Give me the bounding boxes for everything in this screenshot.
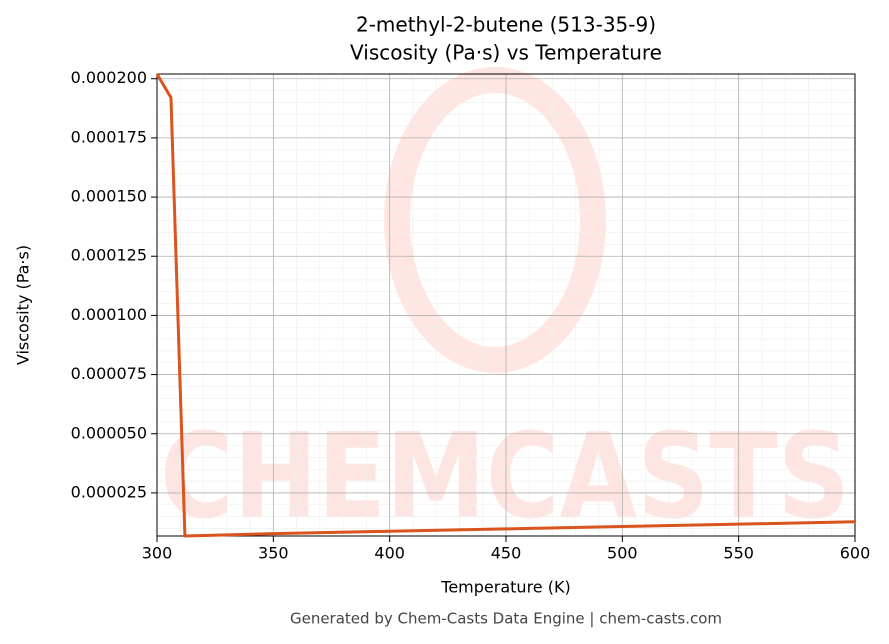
x-tick-label: 450 [491,544,522,563]
chart-subtitle: Viscosity (Pa·s) vs Temperature [350,41,662,65]
y-tick-label: 0.000200 [71,68,147,87]
x-tick-label: 300 [142,544,173,563]
x-tick-label: 500 [607,544,638,563]
y-axis-label: Viscosity (Pa·s) [14,245,33,365]
watermark-text: CHEMCASTS [160,407,850,545]
y-tick-label: 0.000125 [71,246,147,265]
watermark-logo [384,67,606,373]
y-tick-label: 0.000025 [71,482,147,501]
x-axis-label: Temperature (K) [440,578,570,597]
plot-frame [156,73,856,537]
y-tick-label: 0.000100 [71,305,147,324]
watermark: CHEMCASTS [160,67,850,545]
y-tick-label: 0.000050 [71,423,147,442]
chart-title: 2-methyl-2-butene (513-35-9) [356,13,656,37]
x-tick-label: 400 [374,544,405,563]
x-tick-label: 350 [258,544,289,563]
x-tick-label: 550 [723,544,754,563]
y-tick-label: 0.000150 [71,187,147,206]
y-tick-label: 0.000075 [71,364,147,383]
footer: Generated by Chem-Casts Data Engine | ch… [290,610,722,628]
y-tick-label: 0.000175 [71,127,147,146]
line-series [155,73,856,538]
x-tick-label: 600 [840,544,871,563]
